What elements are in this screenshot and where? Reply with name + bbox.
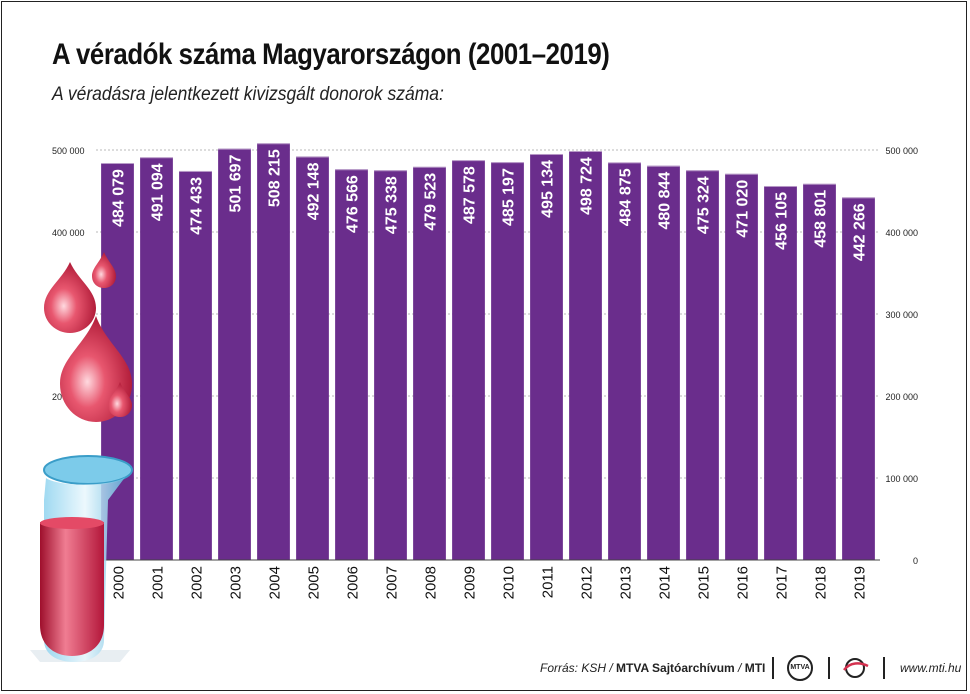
value-label: 479 523 bbox=[423, 173, 440, 231]
test-tube-icon bbox=[30, 455, 133, 662]
bar bbox=[140, 157, 173, 560]
blood-drop-icon bbox=[108, 382, 132, 417]
x-tick-label: 2000 bbox=[111, 566, 128, 599]
footer: Forrás: KSH / MTVA Sajtóarchívum / MTI M… bbox=[540, 655, 962, 681]
y-tick-label-right: 400 000 bbox=[885, 228, 918, 238]
y-tick-label-right: 0 bbox=[913, 556, 918, 566]
value-label: 456 105 bbox=[774, 192, 791, 250]
x-tick-label: 2008 bbox=[423, 566, 440, 599]
bar bbox=[218, 148, 251, 560]
x-tick-label: 2003 bbox=[228, 566, 245, 599]
value-label: 498 724 bbox=[579, 157, 596, 215]
x-tick-label: 2017 bbox=[774, 566, 791, 599]
value-label: 480 844 bbox=[657, 172, 674, 230]
bar bbox=[257, 143, 290, 560]
site-link[interactable]: www.mti.hu bbox=[900, 661, 962, 675]
value-label: 484 079 bbox=[111, 169, 128, 227]
bar bbox=[803, 183, 836, 560]
separator bbox=[828, 657, 830, 679]
mti-logo-icon bbox=[843, 658, 869, 678]
value-label: 458 801 bbox=[813, 190, 830, 248]
value-label: 501 697 bbox=[228, 155, 245, 213]
bar bbox=[491, 162, 524, 560]
value-label: 487 578 bbox=[462, 166, 479, 224]
x-tick-label: 2004 bbox=[267, 566, 284, 599]
x-tick-label: 2013 bbox=[618, 566, 635, 599]
x-tick-label: 2010 bbox=[501, 566, 518, 599]
x-tick-label: 2016 bbox=[735, 566, 752, 599]
bar bbox=[647, 165, 680, 560]
y-tick-label-left: 400 000 bbox=[52, 228, 85, 238]
blood-drop-icon bbox=[92, 252, 116, 288]
x-tick-label: 2011 bbox=[540, 566, 557, 598]
x-tick-label: 2009 bbox=[462, 566, 479, 599]
x-tick-label: 2015 bbox=[696, 566, 713, 599]
x-tick-label: 2012 bbox=[579, 566, 596, 599]
bar bbox=[725, 173, 758, 560]
x-tick-label: 2019 bbox=[852, 566, 869, 599]
bar bbox=[452, 160, 485, 560]
y-tick-label-right: 200 000 bbox=[885, 392, 918, 402]
value-label: 476 566 bbox=[345, 175, 362, 233]
value-label: 471 020 bbox=[735, 180, 752, 238]
bar bbox=[569, 151, 602, 560]
bar bbox=[413, 166, 446, 560]
bar bbox=[296, 156, 329, 560]
source-mti: MTI bbox=[744, 661, 766, 675]
source-archive: MTVA Sajtóarchívum bbox=[616, 661, 735, 675]
chart-subtitle: A véradásra jelentkezett kivizsgált dono… bbox=[52, 84, 444, 105]
bar bbox=[335, 169, 368, 560]
separator bbox=[772, 657, 774, 679]
x-tick-label: 2002 bbox=[189, 566, 206, 599]
x-tick-label: 2005 bbox=[306, 566, 323, 599]
bar bbox=[179, 170, 212, 560]
bar bbox=[686, 170, 719, 560]
x-tick-label: 2006 bbox=[345, 566, 362, 599]
y-tick-label-left: 20 bbox=[52, 392, 62, 402]
x-tick-label: 2007 bbox=[384, 566, 401, 599]
bar bbox=[374, 170, 407, 560]
bar bbox=[530, 153, 563, 561]
value-label: 475 324 bbox=[696, 176, 713, 234]
x-tick-label: 2014 bbox=[657, 566, 674, 599]
bar bbox=[764, 185, 797, 560]
x-tick-label: 2001 bbox=[150, 566, 167, 599]
value-label: 474 433 bbox=[189, 177, 206, 235]
bar bbox=[608, 162, 641, 560]
value-label: 484 875 bbox=[618, 168, 635, 226]
value-label: 508 215 bbox=[267, 149, 284, 207]
value-label: 491 094 bbox=[150, 163, 167, 221]
x-tick-label: 2018 bbox=[813, 566, 830, 599]
blood-drop-icon bbox=[44, 262, 96, 333]
y-tick-label-right: 500 000 bbox=[885, 146, 918, 156]
value-label: 485 197 bbox=[501, 168, 518, 226]
chart-title: A véradók száma Magyarországon (2001–201… bbox=[52, 38, 610, 71]
value-label: 492 148 bbox=[306, 162, 323, 220]
y-tick-label-right: 100 000 bbox=[885, 474, 918, 484]
y-tick-label-left: 500 000 bbox=[52, 146, 85, 156]
value-label: 495 134 bbox=[540, 160, 557, 218]
source-prefix: Forrás: KSH / bbox=[540, 661, 613, 675]
value-label: 442 266 bbox=[852, 203, 869, 261]
bar bbox=[842, 197, 875, 561]
separator bbox=[883, 657, 885, 679]
source-credit: Forrás: KSH / MTVA Sajtóarchívum / MTI bbox=[540, 661, 766, 675]
y-tick-label-right: 300 000 bbox=[885, 310, 918, 320]
value-label: 475 338 bbox=[384, 176, 401, 234]
mtva-logo: MTVA bbox=[787, 655, 813, 681]
